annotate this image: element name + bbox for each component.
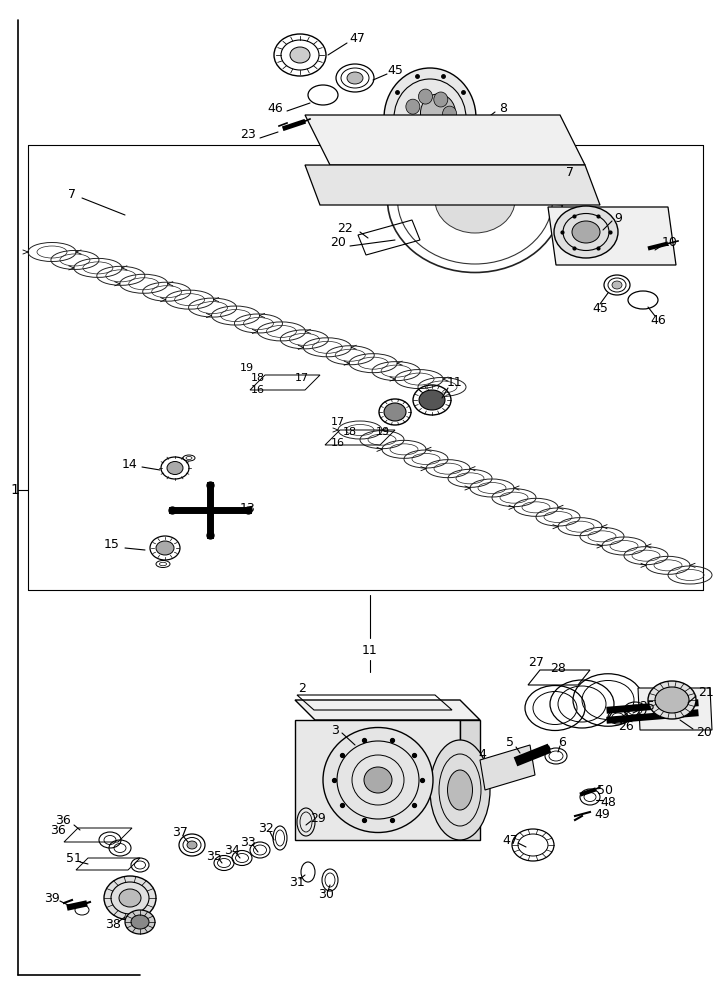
Text: 30: 30 <box>318 888 334 902</box>
Text: 1: 1 <box>10 483 19 497</box>
Text: 22: 22 <box>337 222 353 234</box>
Polygon shape <box>295 720 460 840</box>
Polygon shape <box>638 688 712 730</box>
Text: 4: 4 <box>478 748 486 762</box>
Text: 19: 19 <box>240 363 254 373</box>
Ellipse shape <box>418 89 433 104</box>
Ellipse shape <box>406 99 420 114</box>
Text: 17: 17 <box>295 373 309 383</box>
Text: 27: 27 <box>528 656 544 670</box>
Ellipse shape <box>187 841 197 849</box>
Text: 6: 6 <box>558 736 566 748</box>
Ellipse shape <box>131 915 149 929</box>
Text: 45: 45 <box>592 302 608 314</box>
Text: 50: 50 <box>597 784 613 796</box>
Text: 18: 18 <box>343 427 357 437</box>
Ellipse shape <box>648 681 696 719</box>
Text: 46: 46 <box>650 314 666 326</box>
Text: 48: 48 <box>600 796 616 808</box>
Text: 46: 46 <box>267 102 283 114</box>
Text: 19: 19 <box>376 427 390 437</box>
Polygon shape <box>548 207 676 265</box>
Polygon shape <box>305 115 585 165</box>
Text: 36: 36 <box>55 814 71 828</box>
Ellipse shape <box>290 47 310 63</box>
Ellipse shape <box>419 390 445 410</box>
Text: 15: 15 <box>104 538 120 552</box>
Text: 14: 14 <box>122 458 138 471</box>
Text: 34: 34 <box>224 844 240 856</box>
Text: 7: 7 <box>68 188 76 202</box>
Ellipse shape <box>347 72 363 84</box>
Ellipse shape <box>435 167 515 233</box>
Ellipse shape <box>323 728 433 832</box>
Text: 32: 32 <box>258 822 274 834</box>
Text: 28: 28 <box>550 662 566 674</box>
Text: 33: 33 <box>240 836 256 848</box>
Ellipse shape <box>655 687 689 713</box>
Ellipse shape <box>167 462 183 475</box>
Text: 36: 36 <box>50 824 66 838</box>
Text: 3: 3 <box>331 724 339 736</box>
Text: 25: 25 <box>639 700 655 712</box>
Polygon shape <box>305 165 600 205</box>
Text: 20: 20 <box>330 235 346 248</box>
Ellipse shape <box>612 281 622 289</box>
Text: 5: 5 <box>506 736 514 750</box>
Text: 16: 16 <box>331 438 345 448</box>
Text: 2: 2 <box>298 682 306 694</box>
Text: 38: 38 <box>105 918 121 932</box>
Ellipse shape <box>443 106 456 121</box>
Text: 7: 7 <box>566 165 574 178</box>
Ellipse shape <box>384 403 406 421</box>
Ellipse shape <box>572 221 600 243</box>
Ellipse shape <box>119 889 141 907</box>
Text: 10: 10 <box>662 235 678 248</box>
Text: 37: 37 <box>172 826 188 840</box>
Text: 18: 18 <box>251 373 265 383</box>
Text: 20: 20 <box>696 726 712 740</box>
Polygon shape <box>480 745 535 790</box>
Text: 45: 45 <box>387 64 403 78</box>
Text: 9: 9 <box>614 212 622 225</box>
Text: 23: 23 <box>240 128 256 141</box>
Ellipse shape <box>364 767 392 793</box>
Ellipse shape <box>554 206 618 258</box>
Text: 29: 29 <box>310 812 326 824</box>
Text: 49: 49 <box>594 808 610 822</box>
Text: 21: 21 <box>698 686 714 698</box>
Text: 31: 31 <box>289 876 305 888</box>
Text: 16: 16 <box>251 385 265 395</box>
Text: 51: 51 <box>66 852 82 864</box>
Text: 13: 13 <box>240 502 256 514</box>
Ellipse shape <box>434 92 448 107</box>
Ellipse shape <box>430 740 490 840</box>
Ellipse shape <box>125 910 155 934</box>
Text: 26: 26 <box>618 720 634 732</box>
Text: 8: 8 <box>499 102 507 114</box>
Ellipse shape <box>420 94 456 132</box>
Text: 47: 47 <box>502 834 518 846</box>
Text: 17: 17 <box>331 417 345 427</box>
Text: 35: 35 <box>206 850 222 862</box>
Text: 47: 47 <box>349 32 365 45</box>
Ellipse shape <box>156 541 174 555</box>
Text: 11: 11 <box>447 376 463 389</box>
Text: 39: 39 <box>44 892 60 904</box>
Polygon shape <box>295 700 480 720</box>
Ellipse shape <box>104 876 156 920</box>
Text: 11: 11 <box>362 644 378 656</box>
Polygon shape <box>460 720 480 840</box>
Ellipse shape <box>384 68 476 168</box>
Ellipse shape <box>448 770 472 810</box>
